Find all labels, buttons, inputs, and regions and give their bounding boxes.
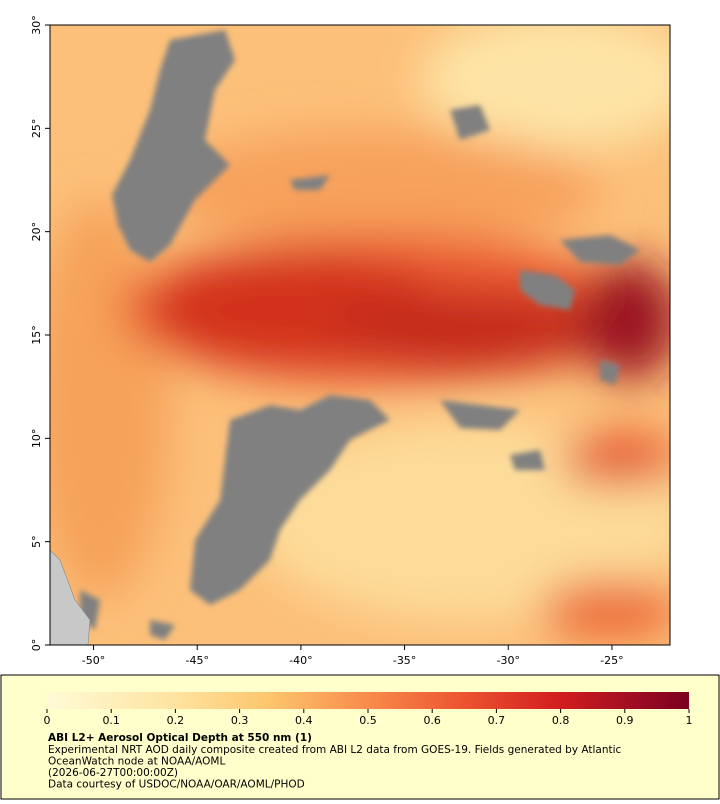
colorbar-tick-label: 1 bbox=[686, 714, 693, 727]
colorbar-tick-label: 0.4 bbox=[295, 714, 313, 727]
colorbar-tick-label: 0.2 bbox=[167, 714, 185, 727]
colorbar-tick-label: 0.1 bbox=[102, 714, 120, 727]
y-tick-label: 30° bbox=[30, 15, 43, 35]
colorbar-tick-label: 0 bbox=[44, 714, 51, 727]
caption-line: (2026-06-27T00:00:00Z) bbox=[48, 767, 178, 779]
caption-line: Data courtesy of USDOC/NOAA/OAR/AOML/PHO… bbox=[48, 779, 305, 791]
caption-line: OceanWatch node at NOAA/AOML bbox=[48, 756, 225, 768]
colorbar-tick-label: 0.3 bbox=[231, 714, 249, 727]
colorbar-tick-label: 0.9 bbox=[616, 714, 634, 727]
colorbar-tick-label: 0.7 bbox=[488, 714, 506, 727]
y-tick-label: 5° bbox=[30, 535, 43, 548]
x-tick-label: -25° bbox=[600, 654, 623, 667]
y-tick-label: 10° bbox=[30, 429, 43, 449]
y-tick-label: 20° bbox=[30, 222, 43, 242]
y-tick-label: 15° bbox=[30, 325, 43, 345]
colorbar bbox=[47, 692, 689, 709]
x-tick-label: -30° bbox=[497, 654, 520, 667]
caption-line: Experimental NRT AOD daily composite cre… bbox=[48, 744, 622, 756]
colorbar-tick-label: 0.6 bbox=[423, 714, 441, 727]
aod-field bbox=[50, 25, 670, 645]
colorbar-tick-label: 0.8 bbox=[552, 714, 570, 727]
y-tick-label: 25° bbox=[30, 119, 43, 139]
x-tick-label: -40° bbox=[289, 654, 312, 667]
x-tick-label: -45° bbox=[185, 654, 208, 667]
x-tick-label: -50° bbox=[82, 654, 105, 667]
caption-title: ABI L2+ Aerosol Optical Depth at 550 nm … bbox=[48, 732, 312, 744]
y-tick-label: 0° bbox=[30, 639, 43, 652]
colorbar-tick-label: 0.5 bbox=[359, 714, 377, 727]
x-tick-label: -35° bbox=[393, 654, 416, 667]
